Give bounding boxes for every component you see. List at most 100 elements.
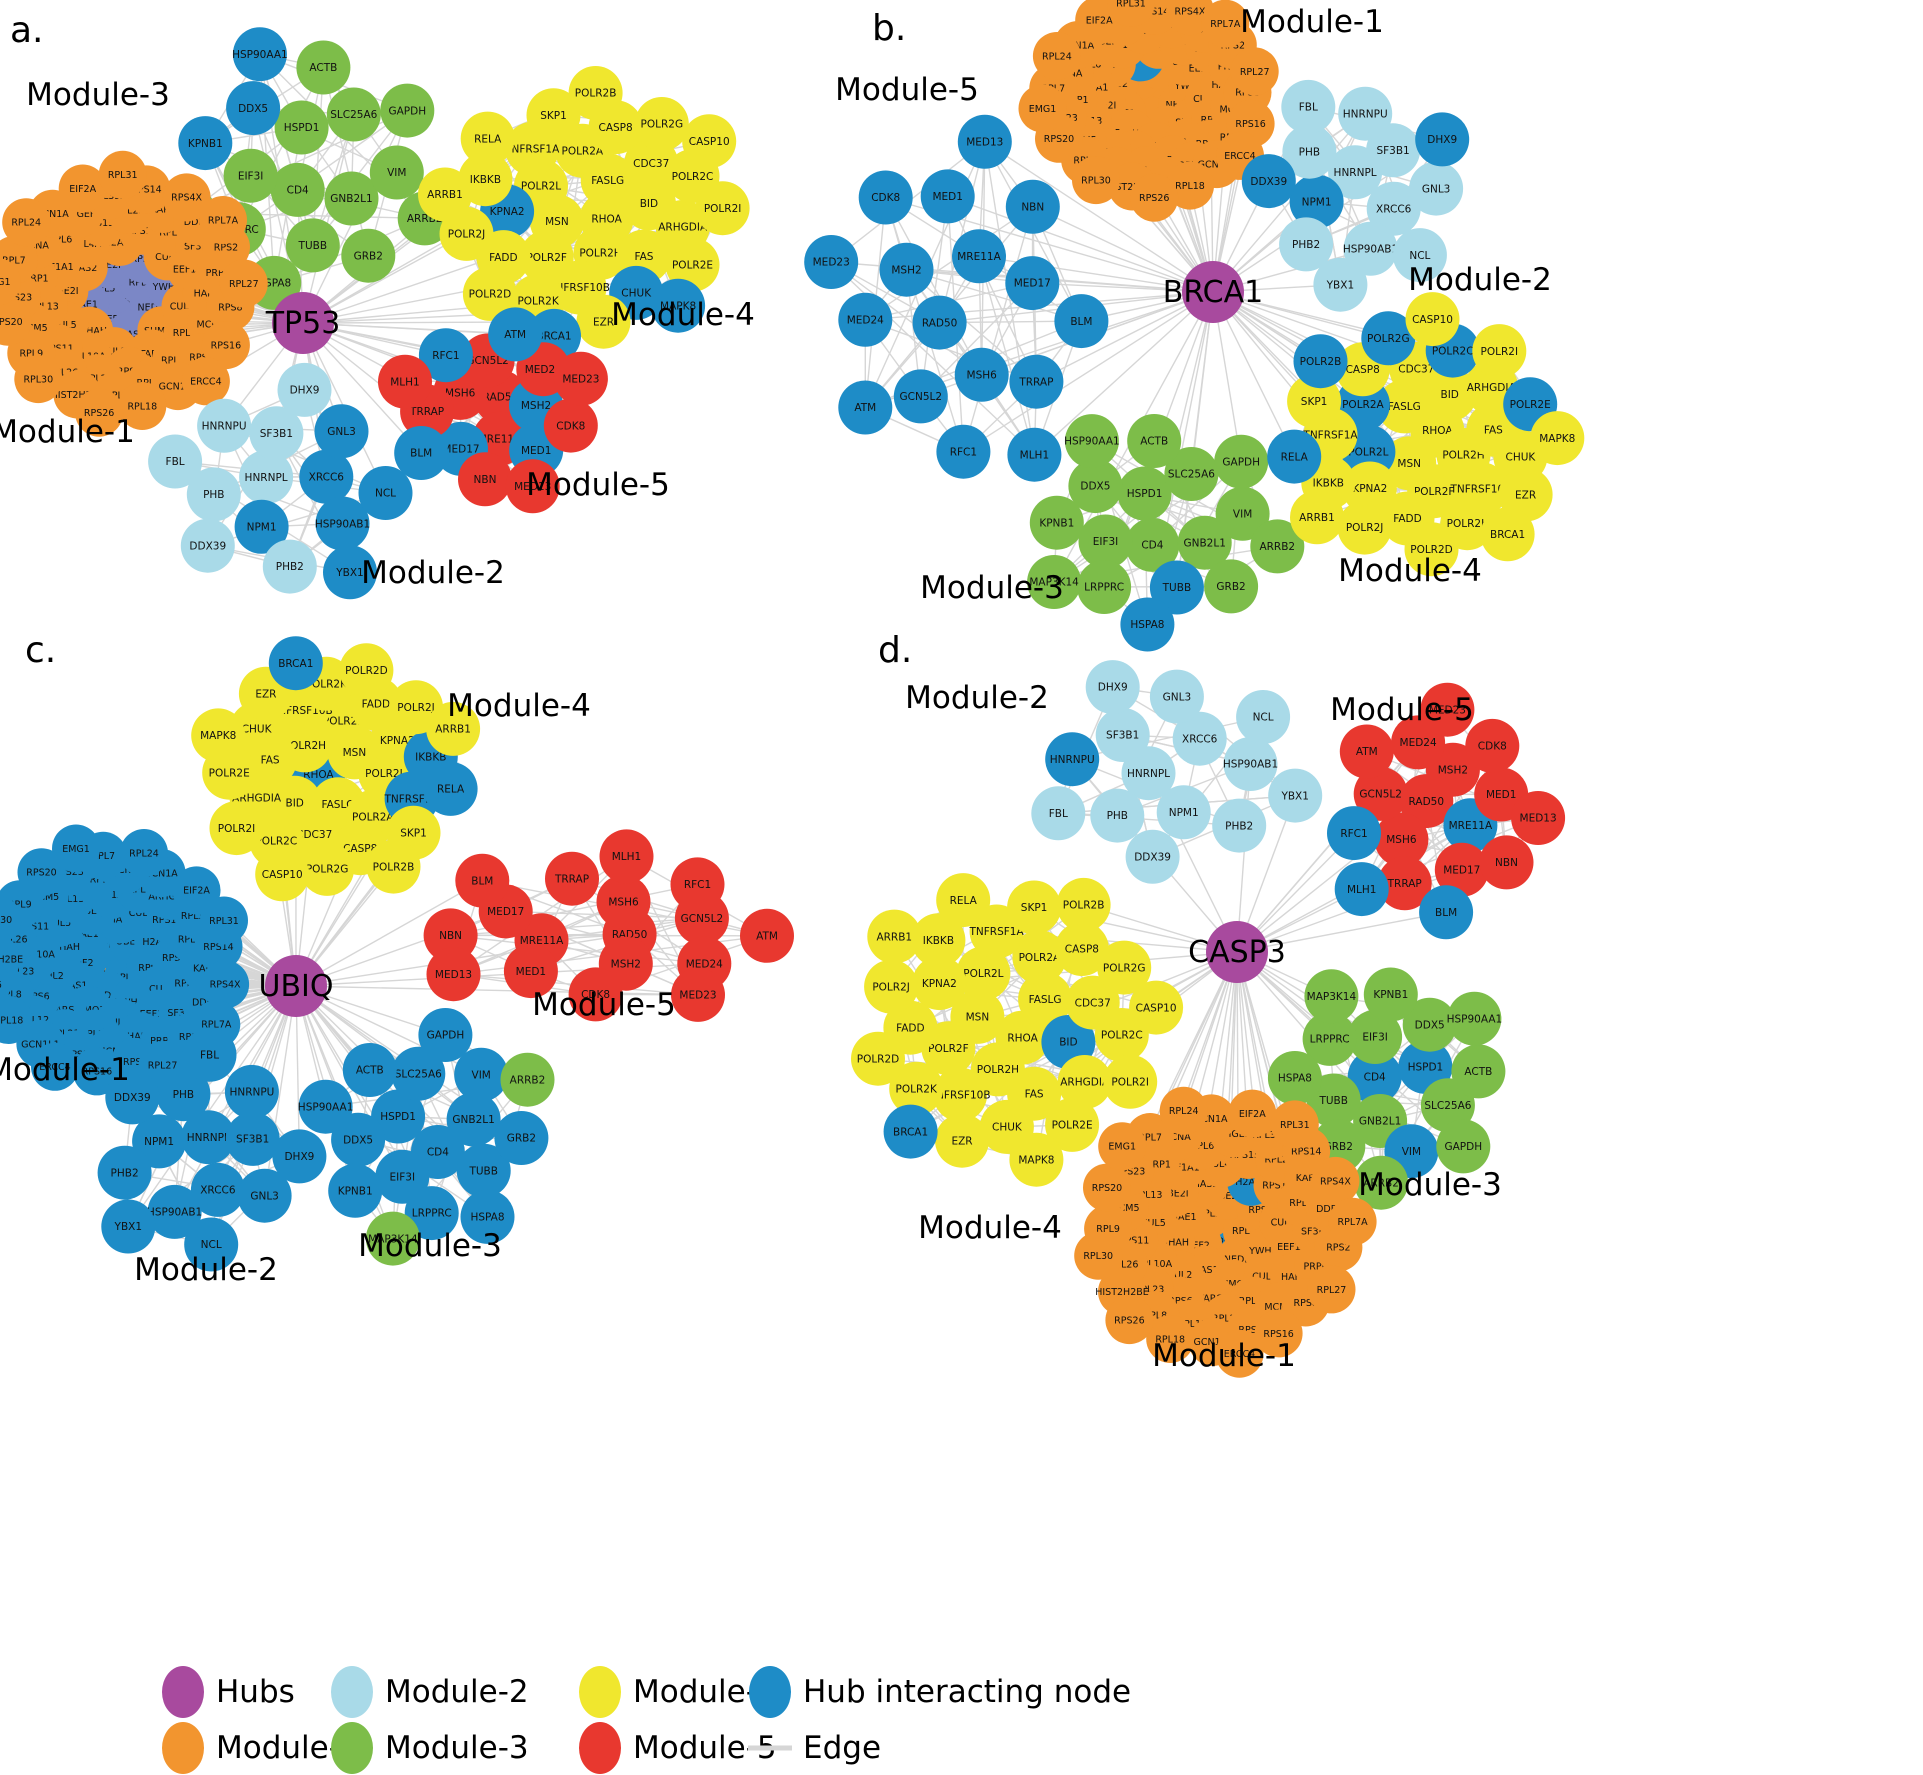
gene-node	[1056, 877, 1111, 932]
gene-label: HNRNPL	[245, 472, 288, 484]
hub-interacting-gene-node	[120, 829, 168, 877]
gene-label: FAS	[1484, 424, 1503, 436]
gene-label: ARHGEF4	[1211, 1129, 1256, 1140]
gene-label: RPS16	[1263, 1329, 1293, 1340]
gene-node	[1097, 940, 1152, 995]
gene-node	[1074, 1231, 1123, 1280]
gene-label: RPL23	[83, 374, 113, 385]
gene-label: RPS20	[1044, 134, 1074, 145]
gene-node	[1212, 798, 1267, 853]
gene-label: RHOA	[1422, 425, 1453, 437]
hub-interacting-gene-node	[1005, 256, 1060, 311]
gene-node	[1279, 217, 1334, 272]
gene-label: EMG1	[0, 277, 11, 288]
gene-node	[1434, 842, 1489, 897]
edge	[947, 196, 1038, 383]
gene-label: POLR2E	[672, 259, 713, 271]
gene-label: RPL12	[19, 1015, 49, 1026]
hub-edge	[1036, 291, 1214, 383]
gene-label: RAD50	[922, 317, 958, 329]
hub-interacting-gene-node	[0, 996, 33, 1044]
legend-label: Module-2	[385, 1674, 529, 1710]
gene-label: RELA	[1281, 451, 1309, 463]
gene-node	[1177, 515, 1232, 570]
module-label: Module-4	[611, 297, 755, 333]
gene-label: GAPDH	[1222, 456, 1260, 468]
gene-label: RPS23	[2, 292, 32, 303]
gene-label: RPS15A	[1230, 1150, 1267, 1161]
gene-label: ARRB1	[435, 724, 471, 736]
gene-label: EEF1A1	[38, 262, 74, 273]
gene-label: CDC37	[1398, 364, 1434, 376]
gene-node	[1172, 711, 1227, 766]
gene-node	[2, 198, 51, 247]
gene-label: NCL	[375, 488, 396, 500]
gene-label: KPNB1	[188, 138, 223, 150]
gene-node	[423, 908, 478, 963]
gene-node	[1267, 1051, 1322, 1105]
gene-label: YBX1	[1326, 279, 1355, 291]
gene-label: GCN1L1	[1193, 1337, 1231, 1348]
gene-node	[1328, 1197, 1377, 1246]
gene-label: GCN1L1	[1198, 159, 1236, 170]
hub-interacting-gene-node	[232, 27, 287, 82]
gene-label: POLR2C	[1101, 1030, 1143, 1042]
gene-label: ACTB	[309, 62, 337, 74]
gene-label: RPL35A	[181, 911, 218, 922]
gene-label: BRCA1	[278, 658, 313, 670]
gene-label: RPL11	[129, 278, 159, 289]
gene-label: RPS6	[1168, 1296, 1192, 1307]
gene-label: RPL27	[1317, 1285, 1347, 1296]
hub-interacting-gene-node	[1007, 427, 1062, 482]
legend-swatch	[331, 1666, 373, 1718]
hub-edge	[295, 880, 483, 987]
gene-node	[1363, 967, 1418, 1022]
gene-label: FAS	[635, 251, 654, 263]
gene-label: POLR2C	[672, 171, 714, 183]
gene-label: FASLG	[591, 175, 624, 187]
gene-label: YBX1	[335, 567, 364, 579]
gene-label: HSPD1	[1127, 488, 1163, 500]
hub-interacting-gene-node	[182, 1027, 237, 1082]
hub-interacting-gene-node	[299, 449, 354, 504]
gene-label: CASP10	[262, 869, 303, 881]
gene-label: GNL3	[327, 426, 356, 438]
gene-label: RPL31	[108, 170, 138, 181]
gene-node	[543, 398, 598, 453]
gene-label: RPS26	[1139, 193, 1169, 204]
module-label: Module-1	[0, 414, 135, 450]
gene-label: SSRP1	[18, 273, 48, 284]
hub-interacting-gene-node	[858, 170, 913, 225]
gene-label: RPS16	[211, 341, 241, 352]
gene-node	[186, 467, 241, 522]
gene-label: POLR2D	[1410, 544, 1453, 556]
hub-interacting-gene-node	[234, 499, 289, 554]
gene-node	[1511, 791, 1566, 845]
gene-node	[1085, 660, 1140, 715]
edge	[322, 67, 369, 256]
gene-label: DDX5	[238, 103, 268, 115]
gene-label: EEF1A2	[1277, 1242, 1313, 1253]
gene-label: SF3B1	[260, 428, 293, 440]
gene-label: CUL1	[1271, 1217, 1296, 1228]
gene-label: RHOA	[303, 769, 334, 781]
gene-label: DDX5	[343, 1134, 373, 1146]
gene-label: BID	[1441, 389, 1459, 401]
gene-label: RPL3	[159, 227, 183, 238]
gene-label: XRCC6	[309, 472, 345, 484]
hub-interacting-gene-node	[460, 1189, 515, 1244]
gene-label: PCNA	[112, 865, 138, 876]
gene-label: KPNB1	[1039, 517, 1074, 529]
legend-swatch	[579, 1666, 621, 1718]
panel-letter: c.	[25, 630, 56, 671]
gene-label: DDB1	[184, 217, 211, 228]
gene-node	[1072, 156, 1120, 205]
gene-label: RELA	[474, 133, 502, 145]
gene-label: ARRB2	[1363, 1177, 1399, 1189]
gene-label: TARS	[1197, 1294, 1222, 1305]
gene-node	[1343, 221, 1398, 276]
gene-label: PHB	[1299, 146, 1320, 158]
gene-label: KPNA2	[490, 206, 525, 218]
gene-label: FADD	[489, 252, 517, 264]
hub-interacting-gene-node	[314, 404, 369, 459]
